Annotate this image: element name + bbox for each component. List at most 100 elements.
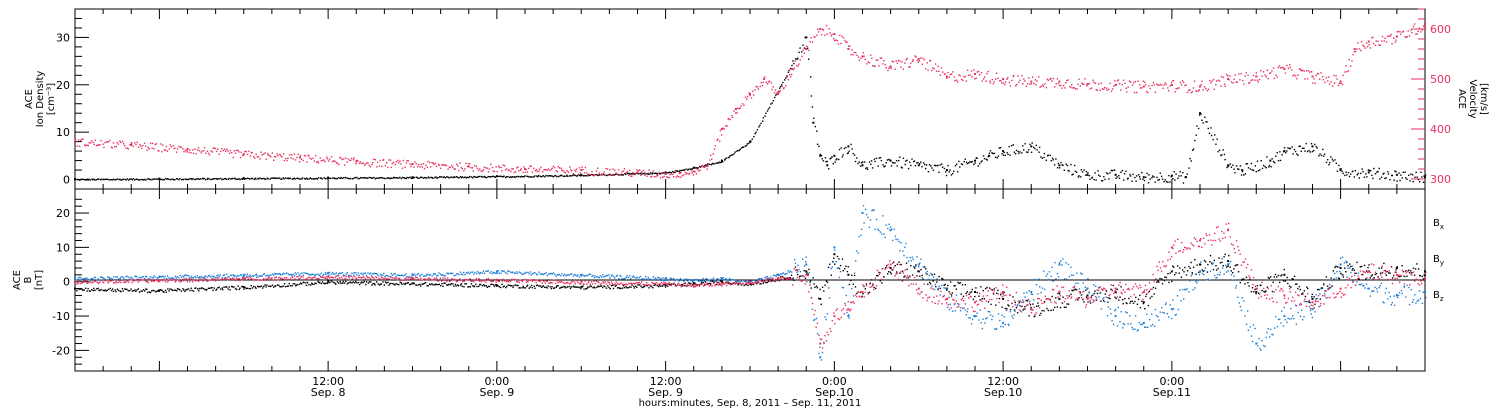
- density-point: [1152, 175, 1154, 177]
- velocity-point: [1056, 78, 1058, 80]
- density-point: [584, 174, 587, 177]
- velocity-point: [561, 169, 563, 171]
- density-point: [933, 164, 936, 167]
- density-point: [1142, 178, 1144, 180]
- density-point: [1197, 127, 1200, 130]
- velocity-point: [1240, 73, 1242, 75]
- bx-point: [195, 287, 197, 289]
- velocity-point: [1408, 35, 1411, 37]
- density-point: [652, 172, 654, 174]
- velocity-point: [987, 70, 989, 73]
- bx-point: [989, 287, 991, 289]
- density-point: [870, 163, 872, 165]
- velocity-point: [970, 70, 973, 72]
- velocity-point: [872, 65, 874, 67]
- by-point: [897, 238, 899, 241]
- velocity-point: [225, 150, 227, 152]
- bz-point: [130, 279, 132, 281]
- bx-point: [1204, 261, 1207, 263]
- bx-datapoint: [1283, 273, 1286, 276]
- bx-point: [931, 274, 933, 276]
- density-point: [551, 175, 553, 177]
- bx-point: [1350, 265, 1352, 268]
- bz-point: [255, 276, 258, 279]
- by-point: [764, 277, 766, 279]
- by-point: [1267, 328, 1269, 330]
- by-point: [224, 276, 226, 279]
- velocity-point: [452, 166, 454, 168]
- by-point: [1159, 311, 1161, 313]
- velocity-point: [1200, 84, 1202, 86]
- by-point: [858, 235, 860, 238]
- by-point: [626, 275, 628, 277]
- by-point: [405, 273, 407, 275]
- velocity-datapoint: [1367, 40, 1370, 43]
- by-point: [598, 276, 600, 279]
- velocity-point: [270, 156, 272, 158]
- density-point: [931, 167, 933, 169]
- bx-point: [549, 286, 551, 288]
- bz-point: [199, 277, 201, 279]
- velocity-point: [1044, 83, 1046, 85]
- by-point: [1162, 311, 1164, 314]
- velocity-point: [115, 145, 118, 148]
- velocity-point: [299, 154, 302, 157]
- bx-point: [1280, 275, 1282, 277]
- density-point: [164, 177, 167, 180]
- by-point: [211, 275, 213, 277]
- velocity-point: [215, 150, 218, 153]
- b-tick-label: 0: [63, 276, 70, 289]
- density-point: [583, 175, 585, 177]
- density-point: [1057, 162, 1060, 165]
- by-point: [586, 275, 588, 277]
- by-point: [1299, 315, 1302, 317]
- bx-point: [229, 289, 231, 291]
- velocity-point: [158, 150, 160, 152]
- bx-point: [165, 291, 167, 293]
- density-point: [1249, 168, 1252, 170]
- velocity-point: [1201, 80, 1203, 82]
- bx-point: [336, 281, 339, 283]
- bx-point: [605, 287, 608, 289]
- bx-point: [1215, 269, 1218, 271]
- bx-point: [1315, 298, 1317, 300]
- density-point: [1254, 165, 1256, 167]
- velocity-point: [336, 162, 339, 164]
- bx-point: [1172, 265, 1174, 267]
- by-point: [336, 274, 339, 277]
- by-point: [685, 278, 688, 280]
- velocity-point: [857, 56, 860, 58]
- velocity-point: [1404, 36, 1406, 38]
- velocity-point: [578, 167, 581, 169]
- velocity-point: [1422, 25, 1425, 27]
- velocity-point: [476, 167, 479, 170]
- bx-point: [907, 277, 909, 279]
- by-point: [576, 275, 578, 277]
- density-point: [208, 178, 211, 180]
- density-point: [1107, 173, 1109, 175]
- velocity-point: [1360, 49, 1362, 52]
- bx-point: [1203, 259, 1206, 262]
- velocity-point: [355, 163, 357, 165]
- by-point: [1043, 270, 1045, 272]
- velocity-point: [1137, 80, 1139, 82]
- density-point: [1408, 174, 1410, 176]
- density-point: [1210, 127, 1212, 129]
- bx-point: [160, 289, 162, 291]
- velocity-point: [448, 166, 451, 168]
- density-point: [404, 177, 406, 180]
- bz-point: [168, 279, 170, 281]
- density-point: [1357, 172, 1359, 175]
- velocity-point: [858, 59, 861, 61]
- velocity-point: [1052, 77, 1055, 80]
- bx-point: [1154, 287, 1157, 289]
- velocity-point: [921, 63, 924, 65]
- velocity-point: [817, 31, 820, 33]
- velocity-point: [344, 164, 346, 166]
- bx-point: [1304, 295, 1307, 298]
- velocity-point: [1317, 72, 1319, 75]
- bx-point: [1221, 261, 1223, 264]
- velocity-point: [1019, 79, 1021, 81]
- density-point: [157, 178, 159, 180]
- density-point: [1004, 154, 1006, 157]
